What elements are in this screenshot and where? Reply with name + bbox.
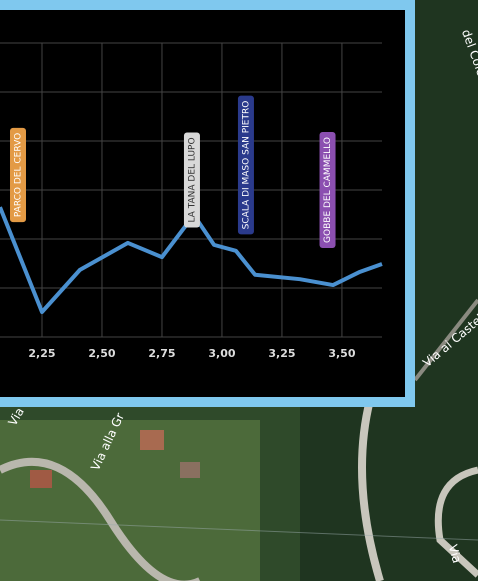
annotation-badge [183,132,200,228]
x-tick-label: 2,25 [28,347,55,360]
annotation-label: GOBBE DEL CAMMELLO [323,137,333,243]
road [0,519,478,541]
annotation-badge [319,132,336,248]
road [358,399,384,583]
building [30,470,52,488]
annotation-badge [9,127,26,223]
chart-panel [0,0,415,407]
annotation-badge [237,95,254,235]
annotation-label: SCALA DI MASO SAN PIETRO [241,101,251,230]
x-tick-label: 2,50 [88,347,115,360]
line [0,206,383,315]
x-tick-label: 3,50 [328,347,355,360]
annotation-label: LA TANA DEL LUPO [187,137,197,222]
building [180,462,200,478]
building [140,430,164,450]
road [413,298,478,382]
x-tick-label: 3,25 [268,347,295,360]
x-tick-label: 3,00 [208,347,235,360]
map-label: Via [446,543,464,565]
x-tick-label: 2,75 [148,347,175,360]
fields [0,420,260,581]
annotation-label: PARCO DEL CERVO [13,133,23,217]
